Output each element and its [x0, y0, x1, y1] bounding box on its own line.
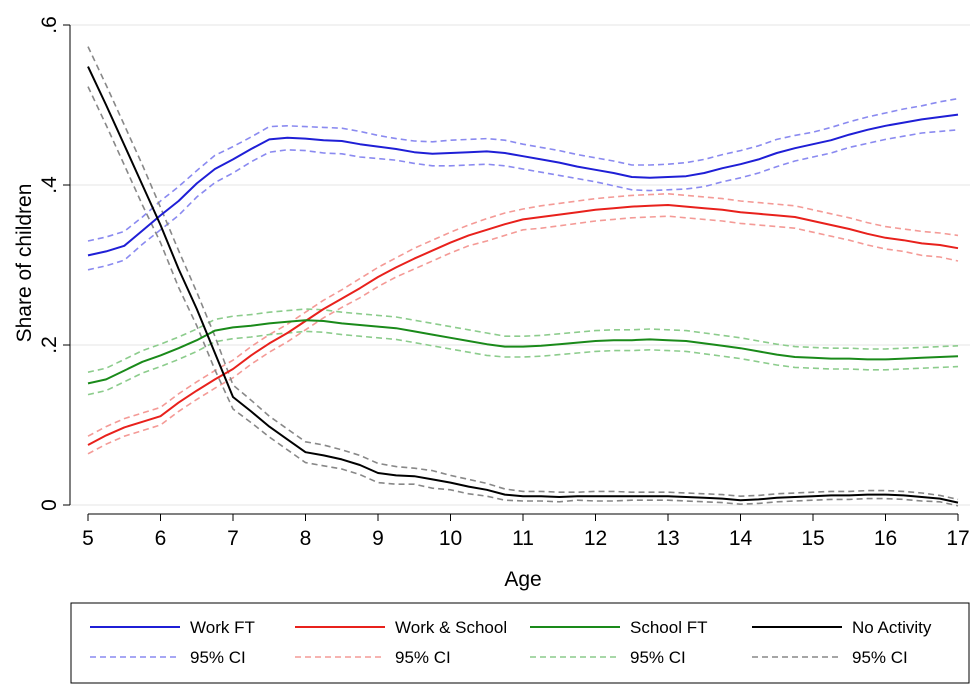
series-line-work-ft-0 — [87, 113, 959, 257]
series-line-95-ci-4 — [87, 193, 959, 437]
x-tick-label: 6 — [155, 527, 167, 550]
x-tick-label: 13 — [656, 527, 679, 550]
legend-label: 95% CI — [190, 648, 246, 667]
legend-label: 95% CI — [395, 648, 451, 667]
x-tick-label: 9 — [372, 527, 384, 550]
x-tick-label: 11 — [512, 527, 534, 550]
series-line-school-ft-6 — [87, 319, 959, 385]
legend-label: Work & School — [395, 618, 507, 637]
y-tick-label: .6 — [38, 16, 61, 34]
y-axis-title: Share of children — [13, 184, 36, 343]
x-tick-label: 8 — [300, 527, 312, 550]
y-tick-label: .4 — [38, 176, 61, 194]
x-axis-title: Age — [504, 568, 541, 591]
legend-label: 95% CI — [852, 648, 908, 667]
series-line-95-ci-8 — [87, 330, 959, 396]
series-line-95-ci-10 — [87, 46, 959, 501]
series-line-95-ci-7 — [87, 308, 959, 373]
gridlines — [70, 24, 970, 506]
legend-label: Work FT — [190, 618, 255, 637]
series-line-work-school-3 — [87, 204, 959, 446]
legend-label: School FT — [630, 618, 707, 637]
legend-label: 95% CI — [630, 648, 686, 667]
series-line-95-ci-1 — [87, 97, 959, 242]
x-tick-label: 12 — [584, 527, 607, 550]
x-tick-label: 14 — [729, 527, 753, 550]
series-line-95-ci-5 — [87, 215, 959, 455]
legend-frame — [70, 602, 970, 684]
x-tick-label: 17 — [946, 527, 969, 550]
series-line-no-activity-9 — [87, 66, 959, 504]
x-tick-label: 16 — [874, 527, 897, 550]
y-tick-label: .2 — [38, 336, 61, 354]
x-axis: 5 6 7 8 9 10 11 12 13 14 15 16 17 — [82, 513, 970, 550]
x-tick-label: 7 — [227, 527, 239, 550]
y-tick-label: 0 — [38, 499, 61, 511]
y-axis: 0 .2 .4 .6 — [38, 16, 71, 511]
x-tick-label: 15 — [801, 527, 824, 550]
series-line-95-ci-11 — [87, 86, 959, 507]
legend: Work FT Work & School School FT No Activity… — [70, 602, 970, 684]
x-tick-label: 5 — [82, 527, 94, 550]
legend-label: No Activity — [852, 618, 932, 637]
x-tick-label: 10 — [439, 527, 462, 550]
series-line-95-ci-2 — [87, 129, 959, 271]
plot-area — [87, 46, 959, 507]
